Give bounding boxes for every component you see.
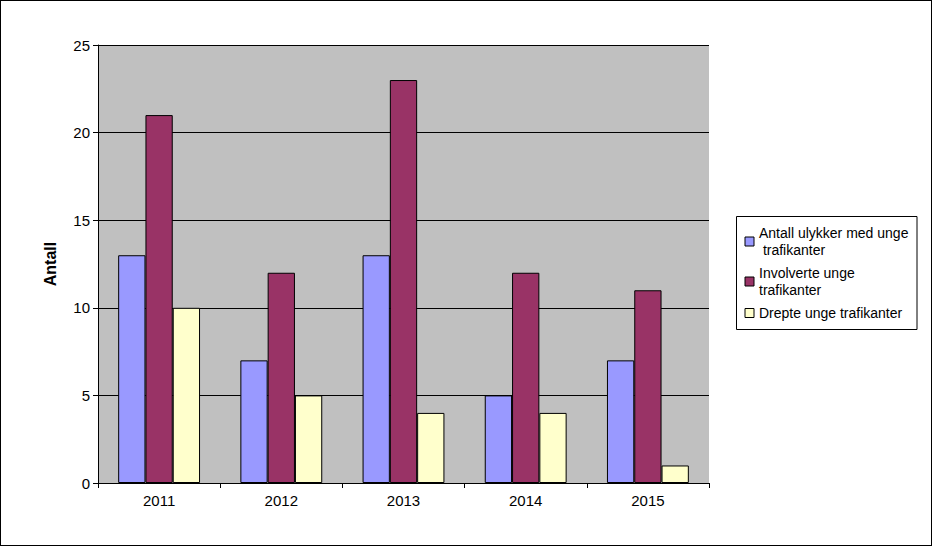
svg-text:10: 10 <box>73 299 90 316</box>
svg-text:Involverte unge: Involverte unge <box>759 265 859 281</box>
svg-text:Antall ulykker med unge: Antall ulykker med unge <box>759 225 909 241</box>
svg-text:trafikanter: trafikanter <box>759 282 822 298</box>
svg-text:trafikanter: trafikanter <box>759 242 825 258</box>
svg-text:15: 15 <box>73 212 90 229</box>
svg-text:Antall: Antall <box>42 242 59 286</box>
svg-text:2014: 2014 <box>509 492 542 509</box>
svg-text:2011: 2011 <box>143 492 175 509</box>
svg-text:5: 5 <box>82 387 90 404</box>
svg-text:20: 20 <box>73 124 90 141</box>
svg-text:0: 0 <box>82 475 90 492</box>
svg-text:Drepte unge trafikanter: Drepte unge trafikanter <box>759 305 903 321</box>
svg-text:2015: 2015 <box>631 492 664 509</box>
svg-text:2012: 2012 <box>265 492 298 509</box>
svg-text:2013: 2013 <box>387 492 420 509</box>
svg-text:25: 25 <box>73 37 90 54</box>
